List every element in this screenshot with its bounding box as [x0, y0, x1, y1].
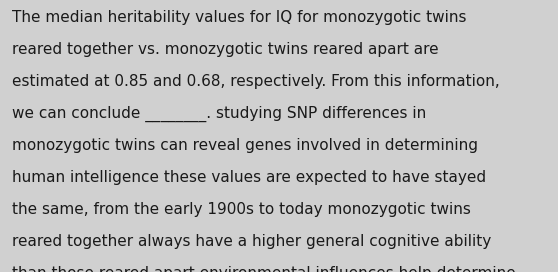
Text: reared together vs. monozygotic twins reared apart are: reared together vs. monozygotic twins re… — [12, 42, 439, 57]
Text: The median heritability values for IQ for monozygotic twins: The median heritability values for IQ fo… — [12, 10, 467, 24]
Text: we can conclude ________. studying SNP differences in: we can conclude ________. studying SNP d… — [12, 106, 426, 122]
Text: reared together always have a higher general cognitive ability: reared together always have a higher gen… — [12, 234, 492, 249]
Text: human intelligence these values are expected to have stayed: human intelligence these values are expe… — [12, 170, 487, 185]
Text: monozygotic twins can reveal genes involved in determining: monozygotic twins can reveal genes invol… — [12, 138, 478, 153]
Text: estimated at 0.85 and 0.68, respectively. From this information,: estimated at 0.85 and 0.68, respectively… — [12, 74, 500, 89]
Text: the same, from the early 1900s to today monozygotic twins: the same, from the early 1900s to today … — [12, 202, 471, 217]
Text: than those reared apart environmental influences help determine: than those reared apart environmental in… — [12, 266, 516, 272]
